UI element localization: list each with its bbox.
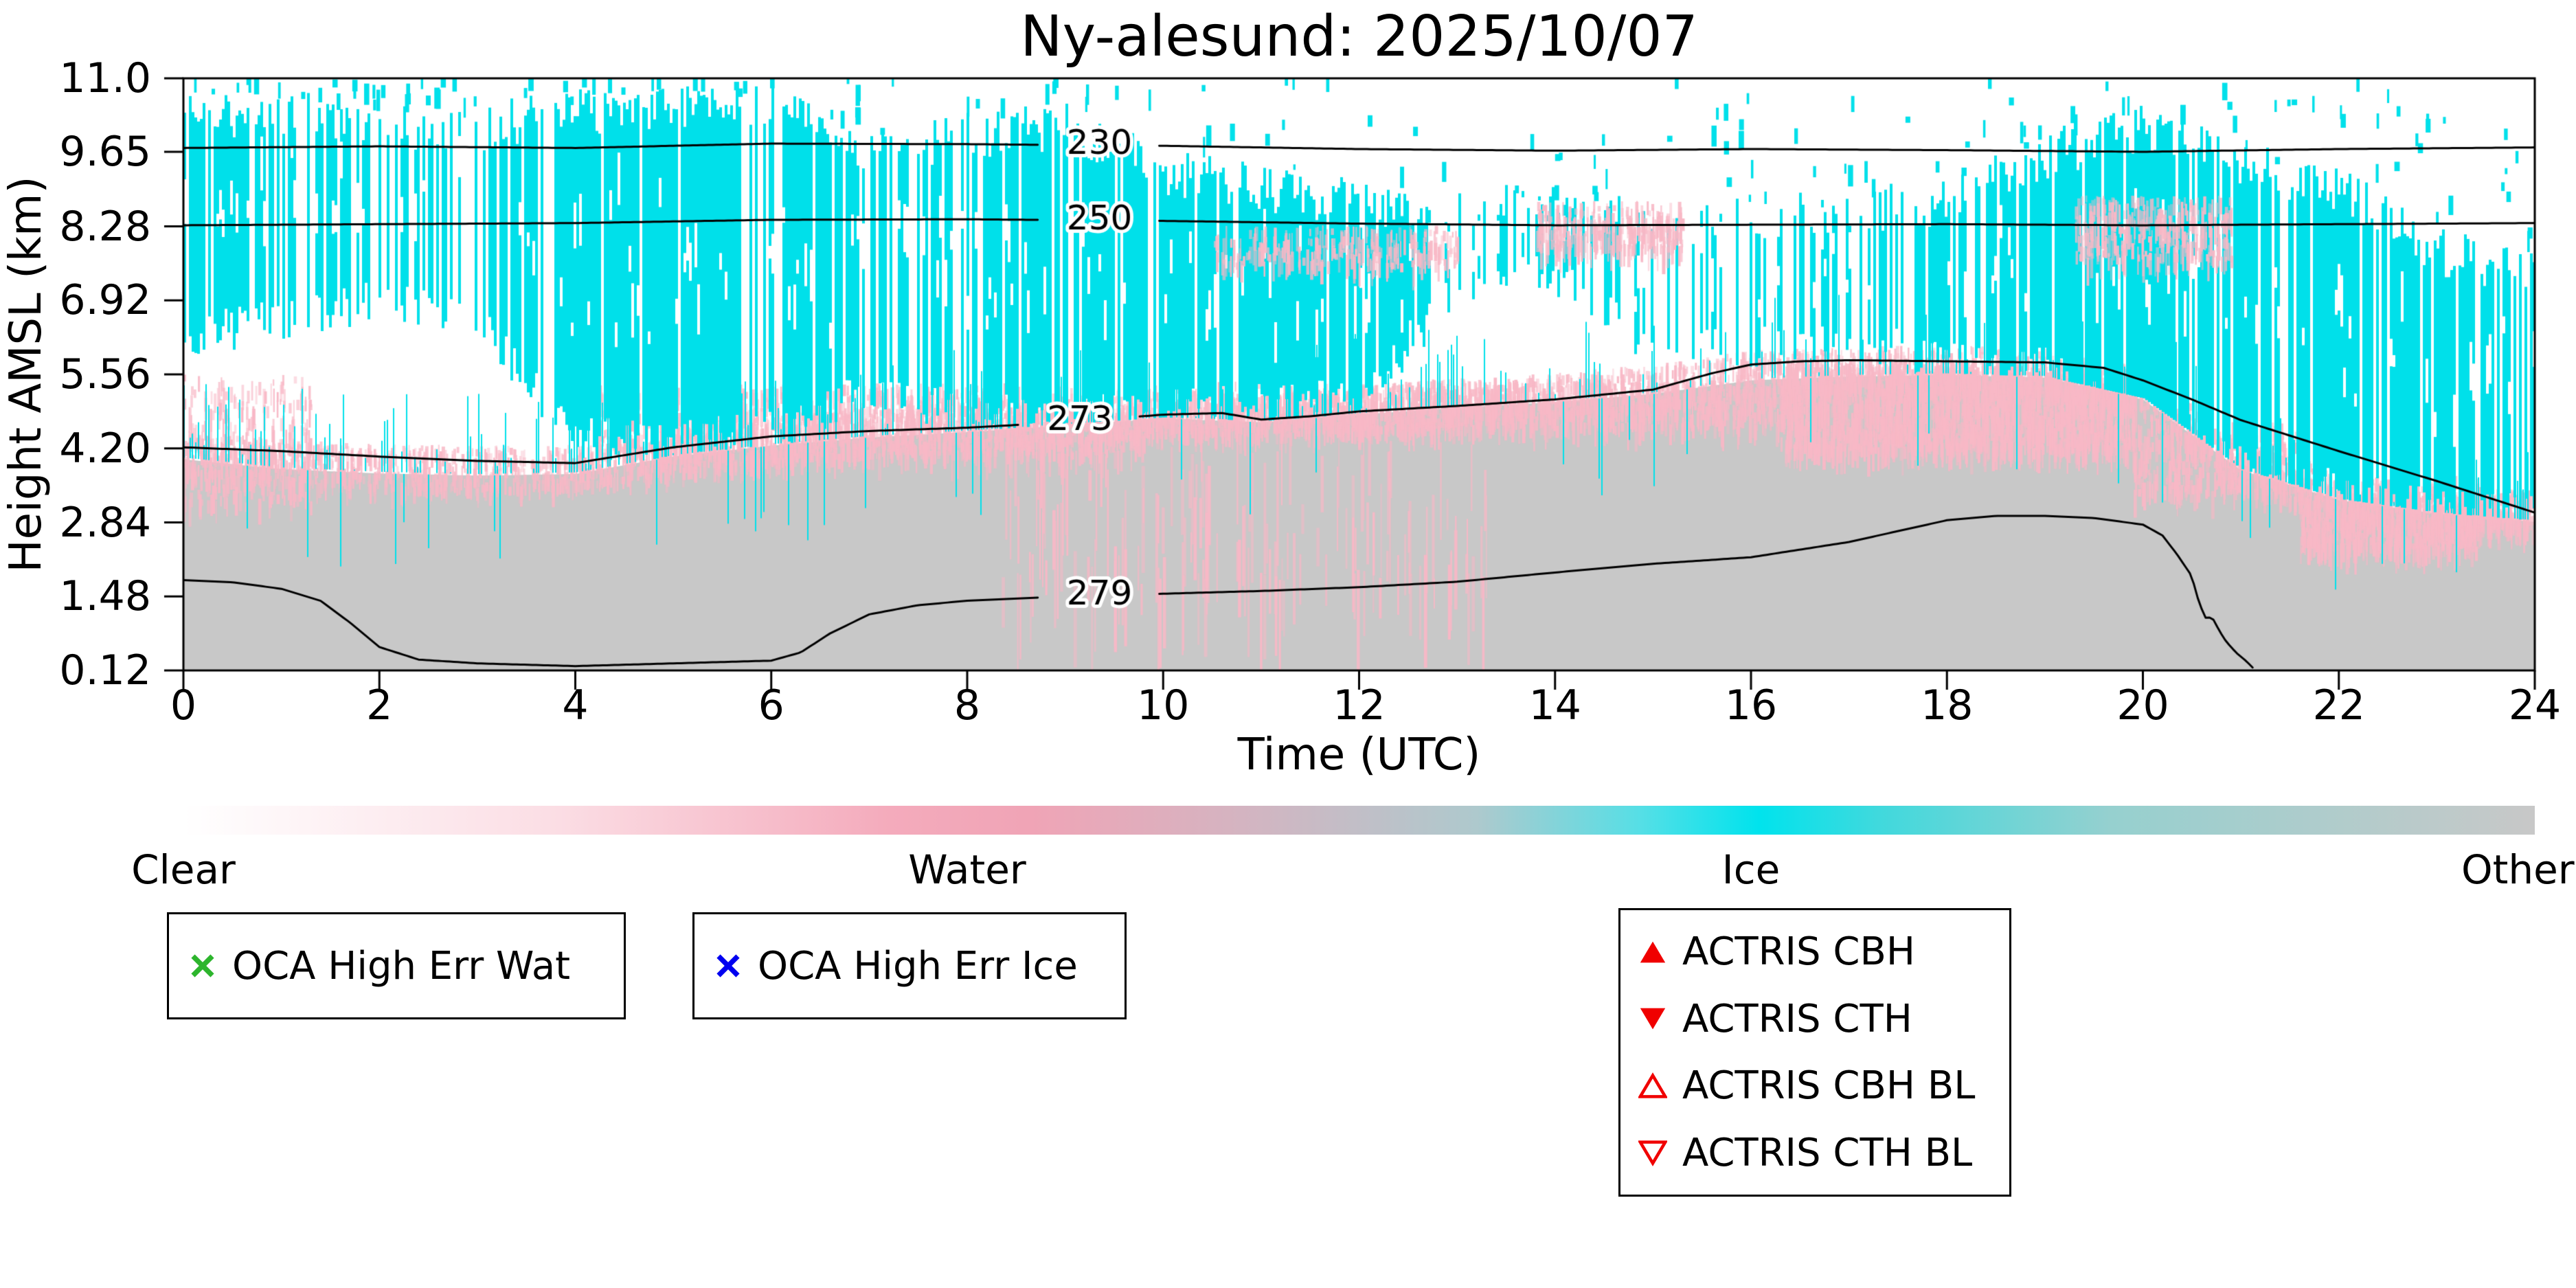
legend-label-actris-cth-bl: ACTRIS CTH BL	[1682, 1130, 1973, 1175]
x-tick-label: 4	[562, 681, 589, 730]
legend-row-actris-cth: ACTRIS CTH	[1638, 997, 2009, 1041]
colorbar-label: Clear	[131, 846, 236, 893]
y-tick-label: 5.56	[59, 350, 151, 398]
y-tick-label: 6.92	[59, 276, 151, 325]
x-tick-label: 16	[1724, 681, 1778, 730]
legend-box-oca-wat: OCA High Err Wat	[167, 912, 626, 1019]
x-tick-label: 10	[1137, 681, 1190, 730]
legend-label-actris-cbh: ACTRIS CBH	[1682, 929, 1916, 975]
x-marker-blue-icon	[714, 951, 743, 980]
x-tick-label: 12	[1333, 681, 1386, 730]
colorbar-label: Ice	[1721, 846, 1781, 893]
legend-box-actris: ACTRIS CBH ACTRIS CTH ACTRIS CBH BL ACTR…	[1618, 908, 2011, 1197]
y-tick-label: 0.12	[59, 646, 151, 694]
y-tick-label: 4.20	[59, 424, 151, 473]
legend-label-oca-high-err-ice: OCA High Err Ice	[758, 943, 1078, 988]
phase-time-height-plot	[0, 0, 2576, 790]
legend-label-actris-cbh-bl: ACTRIS CBH BL	[1682, 1063, 1976, 1109]
x-axis-label: Time (UTC)	[1237, 730, 1481, 780]
y-tick-label: 9.65	[59, 127, 151, 176]
colorbar-gradient	[183, 806, 2535, 835]
y-tick-label: 11.0	[59, 54, 151, 102]
legend-row-actris-cth-bl: ACTRIS CTH BL	[1638, 1131, 2009, 1175]
x-tick-label: 2	[366, 681, 393, 730]
triangle-up-filled-icon	[1638, 938, 1667, 967]
colorbar-label: Other	[2461, 846, 2575, 893]
triangle-up-open-icon	[1638, 1072, 1667, 1100]
legend-label-actris-cth: ACTRIS CTH	[1682, 996, 1912, 1041]
legend-box-oca-ice: OCA High Err Ice	[692, 912, 1127, 1019]
y-tick-label: 2.84	[59, 498, 151, 547]
x-tick-label: 18	[1921, 681, 1974, 730]
legend-label-oca-high-err-wat: OCA High Err Wat	[232, 943, 571, 988]
x-marker-green-icon	[188, 951, 217, 980]
x-tick-label: 6	[758, 681, 784, 730]
legend-row-actris-cbh-bl: ACTRIS CBH BL	[1638, 1063, 2009, 1108]
x-tick-label: 20	[2116, 681, 2169, 730]
x-tick-label: 0	[170, 681, 197, 730]
x-tick-label: 22	[2312, 681, 2365, 730]
y-tick-label: 1.48	[59, 572, 151, 621]
legend-row-actris-cbh: ACTRIS CBH	[1638, 929, 2009, 974]
triangle-down-filled-icon	[1638, 1004, 1667, 1033]
x-tick-label: 14	[1528, 681, 1581, 730]
triangle-down-open-icon	[1638, 1138, 1667, 1167]
x-tick-label: 8	[953, 681, 981, 730]
y-tick-label: 8.28	[59, 202, 151, 251]
x-tick-label: 24	[2508, 681, 2562, 730]
colorbar-label: Water	[908, 846, 1026, 893]
